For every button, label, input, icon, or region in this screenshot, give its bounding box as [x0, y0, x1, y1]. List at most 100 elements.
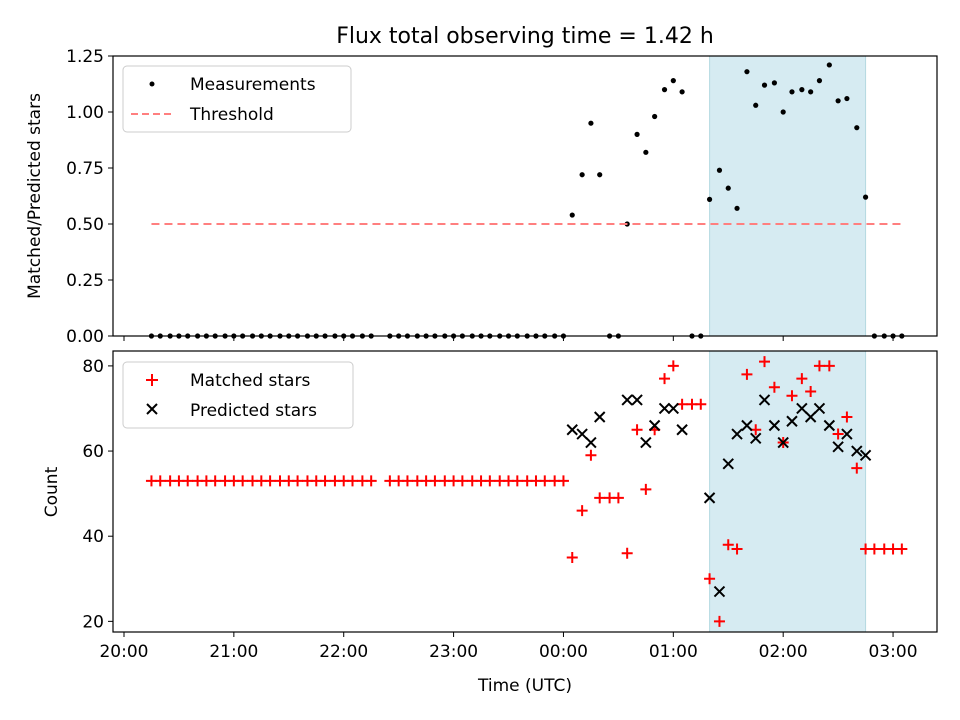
matched-star-point — [594, 492, 606, 504]
bottom-x-ticks: 20:00 21:00 22:00 23:00 00:00 01:00 02:00 03:00 — [99, 632, 918, 662]
predicted-star-point — [648, 419, 661, 432]
x-tick-label: 23:00 — [429, 642, 478, 662]
matched-star-point — [557, 475, 569, 487]
x-tick-label: 20:00 — [99, 642, 148, 662]
matched-star-point — [209, 475, 221, 487]
predicted-star-point — [676, 424, 688, 436]
matched-star-point — [796, 373, 808, 385]
matched-star-point — [640, 483, 652, 495]
matched-star-point — [868, 543, 880, 555]
bottom-shaded-region — [709, 350, 867, 633]
matched-star-point — [832, 428, 844, 440]
predicted-star-point — [796, 402, 808, 415]
predicted-star-point — [758, 394, 771, 406]
top-y-ticks: 0.00 0.25 0.50 0.75 1.00 1.25 — [66, 47, 113, 347]
matched-star-point — [823, 360, 835, 372]
measurement-point — [569, 212, 575, 218]
matched-star-point — [631, 424, 643, 436]
matched-star-point — [621, 547, 633, 559]
legend-label-threshold: Threshold — [189, 105, 274, 125]
measurement-point — [670, 78, 676, 84]
bottom-y-tick-label: 80 — [82, 357, 104, 377]
matched-star-point — [539, 475, 551, 487]
measurement-point — [816, 78, 823, 84]
top-y-tick-label: 0.50 — [66, 215, 104, 235]
predicted-star-point — [667, 402, 680, 415]
legend-plus-icon — [146, 374, 158, 386]
predicted-star-point — [722, 458, 734, 470]
predicted-star-point — [594, 411, 606, 423]
measurement-point — [835, 98, 841, 104]
matched-star-point — [759, 356, 771, 368]
x-tick-label: 22:00 — [319, 642, 368, 662]
predicted-star-point — [576, 428, 588, 440]
legend-dot-icon — [149, 81, 155, 87]
matched-star-point — [292, 475, 304, 487]
matched-star-point — [511, 475, 523, 487]
legend-x-icon — [146, 403, 158, 415]
predicted-star-point — [731, 428, 743, 440]
x-tick-label: 02:00 — [759, 642, 808, 662]
top-data-marks — [148, 62, 905, 339]
bottom-legend-box — [122, 361, 354, 429]
predicted-star-point — [777, 436, 789, 449]
matched-star-point — [401, 475, 413, 487]
matched-star-point — [319, 475, 331, 487]
chart-title: Flux total observing time = 1.42 h — [336, 24, 714, 49]
bottom-y-tick-label: 60 — [82, 442, 104, 462]
predicted-star-point — [631, 394, 643, 406]
matched-star-point — [612, 492, 624, 504]
bottom-panel: 20 40 60 80 20:00 21:00 22:00 23:00 00:00 01:00 0… — [42, 350, 938, 696]
matched-star-point — [182, 475, 194, 487]
measurement-point — [661, 87, 668, 93]
predicted-star-point — [750, 432, 762, 444]
top-shaded-region — [709, 55, 867, 337]
matched-star-point — [713, 615, 725, 627]
measurement-point — [597, 172, 603, 178]
predicted-star-point — [741, 419, 753, 432]
bottom-y-axis-label: Count — [42, 466, 62, 517]
measurement-point — [799, 87, 805, 93]
top-y-tick-label: 1.25 — [66, 47, 104, 67]
matched-star-point — [456, 475, 468, 487]
matched-star-point — [841, 411, 853, 423]
predicted-star-point — [768, 419, 781, 432]
measurement-point — [579, 172, 585, 178]
top-panel: 0.00 0.25 0.50 0.75 1.00 1.25 Matched/Predict… — [25, 47, 938, 347]
predicted-star-point — [859, 449, 872, 462]
measurement-point — [780, 109, 786, 115]
top-y-axis-label: Matched/Predicted stars — [25, 93, 45, 299]
top-y-tick-label: 1.00 — [66, 103, 104, 123]
measurement-point — [725, 185, 731, 191]
matched-star-point — [347, 475, 359, 487]
x-axis-label: Time (UTC) — [477, 676, 572, 696]
measurement-point — [753, 102, 759, 108]
top-y-tick-label: 0.75 — [66, 159, 104, 179]
matched-star-point — [576, 505, 588, 517]
measurement-point — [854, 125, 860, 131]
bottom-y-ticks: 20 40 60 80 — [82, 357, 113, 632]
measurement-point — [808, 89, 814, 95]
measurement-point — [634, 131, 640, 137]
top-y-tick-label: 0.25 — [66, 271, 104, 291]
matched-star-point — [722, 539, 734, 551]
predicted-star-point — [566, 424, 578, 436]
predicted-star-point — [713, 585, 726, 598]
matched-star-point — [704, 573, 716, 585]
matched-star-point — [484, 475, 496, 487]
measurement-point — [744, 69, 750, 75]
predicted-star-point — [851, 445, 863, 457]
predicted-star-point — [621, 394, 633, 406]
predicted-star-point — [658, 402, 671, 415]
matched-star-point — [741, 368, 753, 380]
measurement-point — [789, 89, 795, 95]
measurement-point — [679, 89, 685, 95]
top-axes-frame — [112, 55, 938, 337]
matched-star-point — [731, 543, 743, 555]
predicted-star-point — [804, 411, 817, 423]
legend-label-predicted: Predicted stars — [190, 401, 317, 421]
matched-star-point — [365, 475, 377, 487]
predicted-star-point — [585, 436, 597, 449]
predicted-star-point — [640, 436, 652, 449]
